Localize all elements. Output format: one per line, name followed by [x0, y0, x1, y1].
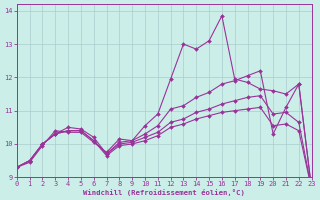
- X-axis label: Windchill (Refroidissement éolien,°C): Windchill (Refroidissement éolien,°C): [83, 189, 245, 196]
